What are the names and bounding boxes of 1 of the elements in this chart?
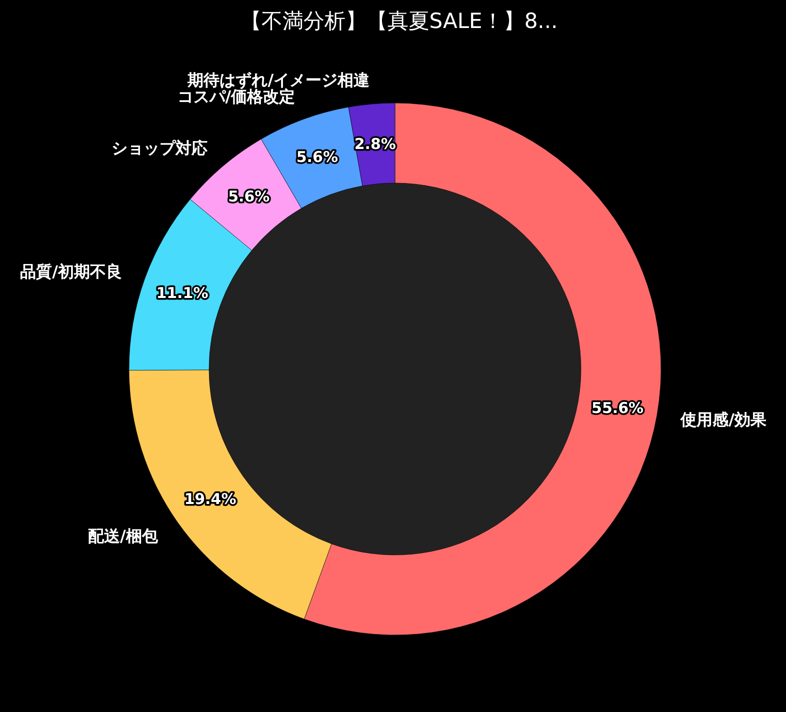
title: 【不満分析】【真夏SALE！】8... [240, 9, 558, 33]
